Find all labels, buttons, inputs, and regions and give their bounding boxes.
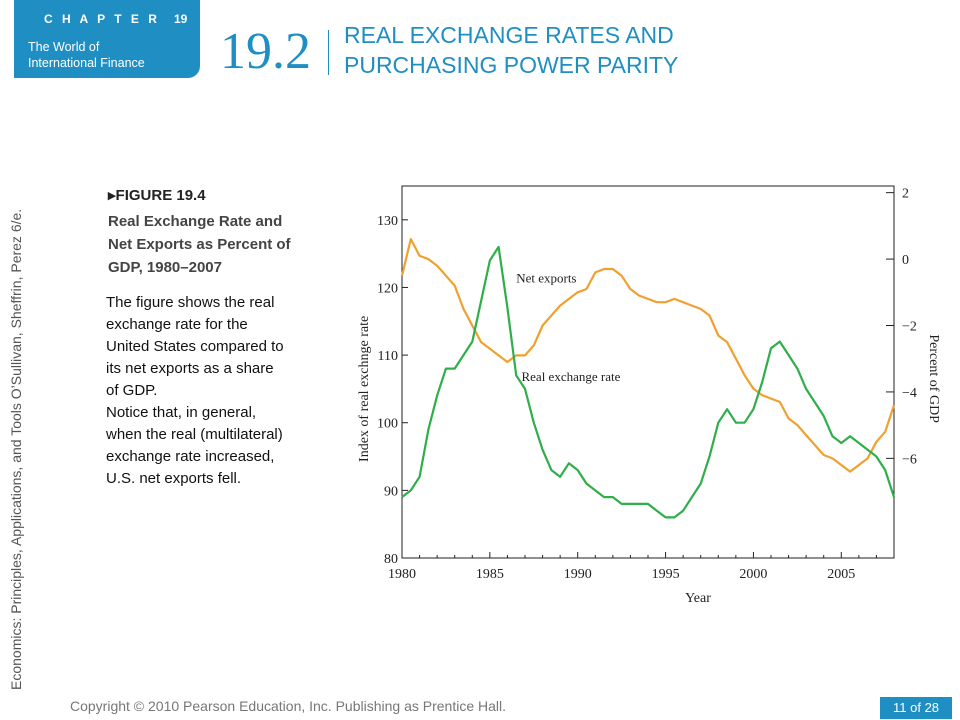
x-tick-label: 2005 [827, 567, 855, 582]
chapter-subtitle: The World of International Finance [28, 39, 145, 71]
description-line: U.S. net exports fell. [106, 470, 242, 487]
description-line: when the real (multilateral) [106, 426, 283, 443]
page-indicator: 11 of 28 [880, 697, 952, 719]
chapter-subtitle-line2: International Finance [28, 56, 145, 70]
y-right-tick-label: 0 [902, 253, 909, 268]
section-title: REAL EXCHANGE RATES AND PURCHASING POWER… [344, 20, 678, 80]
triangle-bullet-icon: ▸ [108, 187, 116, 204]
y-right-tick-label: −2 [902, 320, 917, 335]
figure-title-line: Net Exports as Percent of [108, 236, 291, 253]
y-right-tick-label: −6 [902, 452, 917, 467]
y-left-tick-label: 120 [377, 281, 398, 296]
description-line: of GDP. [106, 382, 158, 399]
y-right-axis-label: Percent of GDP [926, 334, 941, 423]
chapter-label: C H A P T E R [44, 12, 160, 26]
x-tick-label: 1995 [652, 567, 680, 582]
page-of: of [910, 700, 921, 715]
plot-frame [401, 185, 895, 559]
chapter-subtitle-line1: The World of [28, 40, 100, 54]
x-tick-label: 1985 [476, 567, 504, 582]
description-line: The figure shows the real [106, 294, 275, 311]
y-right-tick-label: −4 [902, 386, 917, 401]
description-line: United States compared to [106, 338, 284, 355]
y-left-tick-label: 130 [377, 214, 398, 229]
figure-number: ▸FIGURE 19.4 [108, 186, 206, 204]
section-divider [328, 30, 329, 75]
description-line: exchange rate for the [106, 316, 248, 333]
y-left-tick-label: 80 [384, 552, 398, 567]
y-left-tick-label: 100 [377, 417, 398, 432]
side-credit: Economics: Principles, Applications, and… [8, 208, 24, 690]
section-title-line2: PURCHASING POWER PARITY [344, 52, 679, 78]
net-exports-annotation: Net exports [516, 270, 576, 285]
exchange-rate-chart: 1980 1985 1990 1995 2000 2005 80 90 100 110 120 130… [357, 185, 941, 606]
description-line: its net exports as a share [106, 360, 274, 377]
section-number: 19.2 [220, 23, 311, 80]
chapter-number: 19 [174, 12, 188, 26]
figure-title: Real Exchange Rate and Net Exports as Pe… [108, 210, 340, 279]
real-exchange-rate-annotation: Real exchange rate [521, 369, 620, 384]
x-tick-label: 1990 [564, 567, 592, 582]
description-line: exchange rate increased, [106, 448, 275, 465]
chapter-tab: C H A P T E R 19 The World of Internatio… [14, 0, 200, 78]
y-right-tick-label: 2 [902, 187, 909, 202]
figure-title-line: Real Exchange Rate and [108, 213, 283, 230]
description-line: Notice that, in general, [106, 404, 257, 421]
x-axis-label: Year [685, 591, 711, 606]
y-left-tick-label: 110 [378, 349, 398, 364]
section-title-line1: REAL EXCHANGE RATES AND [344, 22, 674, 48]
net-exports-line [400, 237, 896, 473]
y-left-tick-label: 90 [384, 484, 398, 499]
x-tick-label: 1980 [388, 567, 416, 582]
page-total: 28 [924, 700, 940, 715]
x-tick-label: 2000 [739, 567, 767, 582]
figure-number-text: FIGURE 19.4 [115, 187, 206, 204]
real-exchange-rate-line [401, 245, 896, 519]
copyright-notice: Copyright © 2010 Pearson Education, Inc.… [70, 698, 507, 714]
figure-description: The figure shows the real exchange rate … [106, 292, 336, 490]
y-left-axis-label: Index of real exchnge rate [357, 316, 372, 462]
figure-title-line: GDP, 1980–2007 [108, 259, 222, 276]
page-current: 11 [892, 700, 907, 715]
